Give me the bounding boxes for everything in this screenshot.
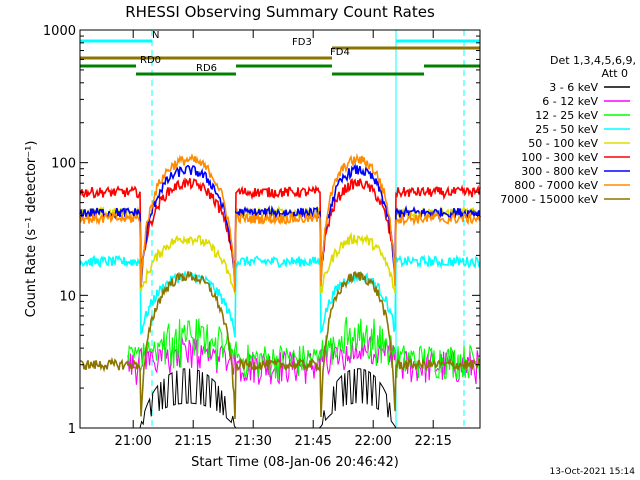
- x-axis-ticks: 21:00 21:15 21:30 21:45 22:00 22:15: [114, 30, 452, 449]
- x-axis-title: Start Time (08-Jan-06 20:46:42): [191, 455, 399, 470]
- x-tick-label: 21:00: [114, 434, 151, 449]
- y-tick-label: 1: [68, 422, 76, 437]
- legend-label: 3 - 6 keV: [549, 81, 598, 94]
- series-line: [79, 254, 481, 338]
- y-axis-title: Count Rate (s⁻¹ detector⁻¹): [24, 141, 39, 318]
- x-tick-label: 22:15: [414, 434, 451, 449]
- series-line: [79, 177, 481, 275]
- legend-label: 25 - 50 keV: [535, 123, 598, 136]
- series-line: [79, 162, 481, 287]
- series-line: [127, 336, 481, 385]
- legend-header: Det 1,3,4,5,6,9,: [550, 54, 636, 67]
- series-line: [79, 270, 481, 420]
- flag-bar-label: FD4: [330, 47, 350, 58]
- chart-title: RHESSI Observing Summary Count Rates: [125, 3, 435, 21]
- series-line: [79, 152, 481, 292]
- footer-timestamp: 13-Oct-2021 15:14: [550, 467, 636, 477]
- y-axis-ticks: 1 10 100 1000: [43, 24, 480, 437]
- y-tick-label: 100: [51, 157, 76, 172]
- legend-label: 50 - 100 keV: [528, 137, 598, 150]
- x-tick-label: 22:00: [354, 434, 391, 449]
- x-tick-label: 21:15: [174, 434, 211, 449]
- legend-label: 7000 - 15000 keV: [500, 193, 598, 206]
- legend-subheader: Att 0: [602, 67, 628, 80]
- x-tick-label: 21:30: [234, 434, 271, 449]
- y-tick-label: 10: [59, 289, 76, 304]
- flag-bar-label: RD6: [196, 63, 217, 74]
- y-tick-label: 1000: [43, 24, 76, 39]
- x-tick-label: 21:45: [294, 434, 331, 449]
- series-line: [127, 316, 481, 380]
- legend-label: 100 - 300 keV: [521, 151, 598, 164]
- plot-frame: [79, 29, 481, 429]
- legend-label: 12 - 25 keV: [535, 109, 598, 122]
- flag-bars: N FD3 FD4 RD0 RD6: [80, 30, 480, 76]
- legend-label: 300 - 800 keV: [521, 165, 598, 178]
- flag-bar-label: N: [152, 30, 159, 41]
- legend-label: 6 - 12 keV: [542, 95, 598, 108]
- legend-label: 800 - 7000 keV: [514, 179, 598, 192]
- flag-bar-label: RD0: [140, 55, 161, 66]
- flag-bar-label: FD3: [292, 37, 312, 48]
